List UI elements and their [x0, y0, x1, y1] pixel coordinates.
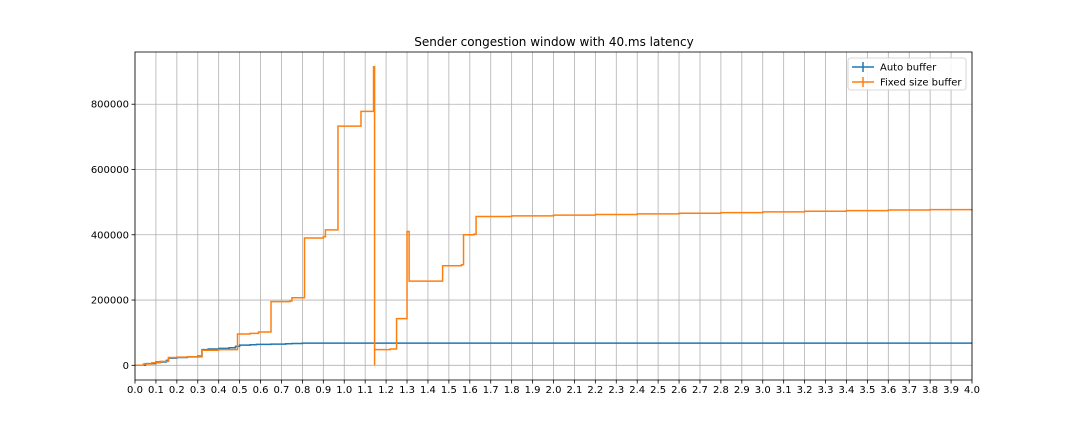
- x-tick-label: 3.9: [943, 385, 959, 396]
- y-tick-label: 800000: [91, 100, 129, 111]
- y-tick-label: 400000: [91, 230, 129, 241]
- x-tick-label: 0.7: [274, 385, 290, 396]
- x-tick-label: 1.0: [336, 385, 352, 396]
- x-tick-label: 2.0: [546, 385, 562, 396]
- x-tick-label: 2.9: [734, 385, 750, 396]
- x-tick-label: 2.5: [650, 385, 666, 396]
- legend: Auto buffer Fixed size buffer: [847, 57, 967, 91]
- y-tick-label: 600000: [91, 165, 129, 176]
- legend-label: Auto buffer: [880, 63, 937, 74]
- x-tick-label: 0.2: [169, 385, 185, 396]
- x-tick-label: 2.1: [566, 385, 582, 396]
- x-tick-label: 2.4: [629, 385, 645, 396]
- axis-ticks: 0.0 0.1 0.2 0.3 0.4 0.5 0.6 0.7 0.8 0.9 1.0 1.1 1.2 1…: [91, 100, 980, 396]
- chart-title: Sender congestion window with 40.ms late…: [414, 35, 694, 49]
- x-tick-label: 3.6: [880, 385, 896, 396]
- x-tick-label: 3.3: [818, 385, 834, 396]
- x-tick-label: 0.0: [127, 385, 143, 396]
- x-tick-label: 1.9: [525, 385, 541, 396]
- x-tick-label: 2.2: [587, 385, 603, 396]
- x-tick-label: 1.5: [441, 385, 457, 396]
- x-tick-label: 4.0: [964, 385, 980, 396]
- x-tick-label: 3.7: [901, 385, 917, 396]
- x-tick-label: 3.4: [838, 385, 854, 396]
- series-fixed-size-buffer: [135, 65, 973, 367]
- x-tick-label: 2.3: [608, 385, 624, 396]
- y-tick-label: 200000: [91, 296, 129, 307]
- x-tick-label: 2.6: [671, 385, 687, 396]
- legend-item: Fixed size buffer: [852, 77, 962, 89]
- x-tick-label: 1.7: [483, 385, 499, 396]
- x-tick-label: 3.2: [797, 385, 813, 396]
- x-tick-label: 3.5: [859, 385, 875, 396]
- legend-item: Auto buffer: [852, 62, 937, 74]
- x-tick-label: 0.5: [232, 385, 248, 396]
- x-tick-label: 0.8: [294, 385, 310, 396]
- x-tick-label: 3.8: [922, 385, 938, 396]
- series-layer: [135, 65, 973, 367]
- x-tick-label: 0.9: [315, 385, 331, 396]
- x-tick-label: 0.4: [211, 385, 227, 396]
- x-tick-label: 1.4: [420, 385, 436, 396]
- x-tick-label: 3.0: [755, 385, 771, 396]
- x-tick-label: 0.6: [253, 385, 269, 396]
- x-tick-label: 0.3: [190, 385, 206, 396]
- x-tick-label: 1.8: [504, 385, 520, 396]
- series-line: [135, 65, 973, 367]
- x-tick-label: 2.7: [692, 385, 708, 396]
- x-tick-label: 3.1: [776, 385, 792, 396]
- grid: [134, 52, 973, 380]
- x-tick-label: 1.3: [399, 385, 415, 396]
- y-tick-label: 0: [123, 361, 129, 372]
- legend-box: [847, 57, 967, 91]
- x-tick-label: 0.1: [148, 385, 164, 396]
- x-tick-label: 2.8: [713, 385, 729, 396]
- legend-label: Fixed size buffer: [880, 78, 962, 89]
- x-tick-label: 1.1: [357, 385, 373, 396]
- x-tick-label: 1.2: [378, 385, 394, 396]
- x-tick-label: 1.6: [462, 385, 478, 396]
